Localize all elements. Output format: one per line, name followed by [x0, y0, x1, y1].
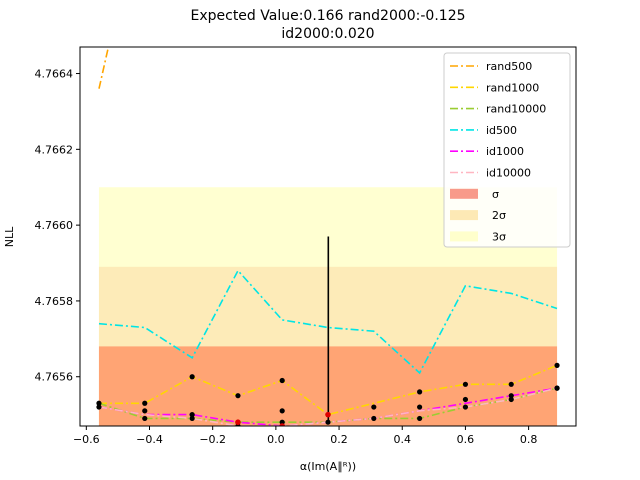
- data-point-9: [235, 393, 241, 399]
- data-point-8: [189, 415, 195, 422]
- y-tick-label-1: 4.7656: [35, 371, 74, 384]
- data-point-4: [142, 408, 148, 414]
- data-point-19: [417, 415, 423, 422]
- data-point-14: [325, 419, 331, 425]
- data-point-25: [508, 396, 514, 403]
- legend-swatch-7: [450, 188, 478, 199]
- highlight-point-3: [325, 411, 331, 418]
- y-axis-label: NLL: [3, 226, 16, 247]
- highlight-point-1: [235, 419, 241, 426]
- legend-swatch-8: [450, 210, 478, 221]
- x-tick-label-5: 0.2: [330, 433, 348, 446]
- x-tick-label-1: −0.6: [73, 433, 100, 446]
- x-tick-label-3: −0.2: [199, 433, 226, 446]
- data-point-24: [508, 393, 514, 399]
- axis-ticks: −0.6 −0.4 −0.2 0.0 0.2 0.4 0.6 0.8 4.7656 4.7658 4…: [35, 68, 538, 446]
- legend-label-1: rand500: [486, 60, 532, 73]
- y-tick-label-3: 4.7660: [35, 219, 74, 232]
- data-point-22: [462, 404, 469, 410]
- legend-swatch-9: [450, 231, 478, 242]
- data-point-12: [279, 408, 285, 414]
- data-point-5: [142, 415, 148, 422]
- data-point-21: [462, 396, 469, 403]
- data-point-28: [554, 385, 560, 391]
- data-point-11: [279, 377, 285, 384]
- data-point-16: [371, 415, 377, 422]
- y-tick-label-4: 4.7662: [35, 143, 74, 156]
- highlight-point-2: [279, 423, 285, 426]
- chart-title-line1: Expected Value:0.166 rand2000:-0.125: [190, 8, 465, 24]
- y-tick-label-2: 4.7658: [35, 295, 74, 308]
- data-point-17: [417, 389, 423, 395]
- series-line-rand1000: [99, 364, 558, 416]
- legend-label-5: id1000: [486, 145, 524, 158]
- data-point-26: [554, 362, 560, 368]
- data-point-13: [279, 419, 285, 425]
- data-point-6: [189, 374, 195, 380]
- legend-label-3: rand10000: [486, 103, 546, 116]
- plot-frame: [79, 46, 577, 427]
- series-line-rand500: [98, 47, 110, 89]
- legend-label-6: id10000: [486, 167, 531, 180]
- data-point-2: [96, 404, 102, 410]
- data-point-3: [142, 400, 148, 406]
- legend-label-9: 3σ: [492, 230, 506, 243]
- data-point-18: [417, 404, 423, 410]
- x-tick-label-8: 0.8: [520, 433, 538, 446]
- data-point-23: [508, 381, 514, 387]
- legend: rand500 rand1000 rand10000 id500 id1000 id100…: [443, 52, 571, 248]
- legend-label-7: σ: [492, 188, 499, 201]
- x-axis-label: α(Im(A∥ᴿ)): [300, 460, 356, 473]
- legend-label-2: rand1000: [486, 81, 539, 94]
- legend-label-8: 2σ: [492, 209, 506, 222]
- x-tick-label-6: 0.4: [393, 433, 411, 446]
- x-tick-label-4: 0.0: [267, 433, 285, 446]
- chart-title-line2: id2000:0.020: [281, 26, 374, 42]
- series-line-id500: [98, 269, 558, 375]
- data-point-20: [462, 381, 469, 387]
- x-tick-label-7: 0.6: [457, 433, 475, 446]
- y-tick-label-5: 4.7664: [35, 68, 74, 81]
- x-tick-label-2: −0.4: [136, 433, 163, 446]
- data-point-15: [371, 404, 377, 410]
- data-point-1: [96, 400, 102, 406]
- data-point-7: [189, 412, 195, 418]
- legend-label-4: id500: [486, 124, 517, 137]
